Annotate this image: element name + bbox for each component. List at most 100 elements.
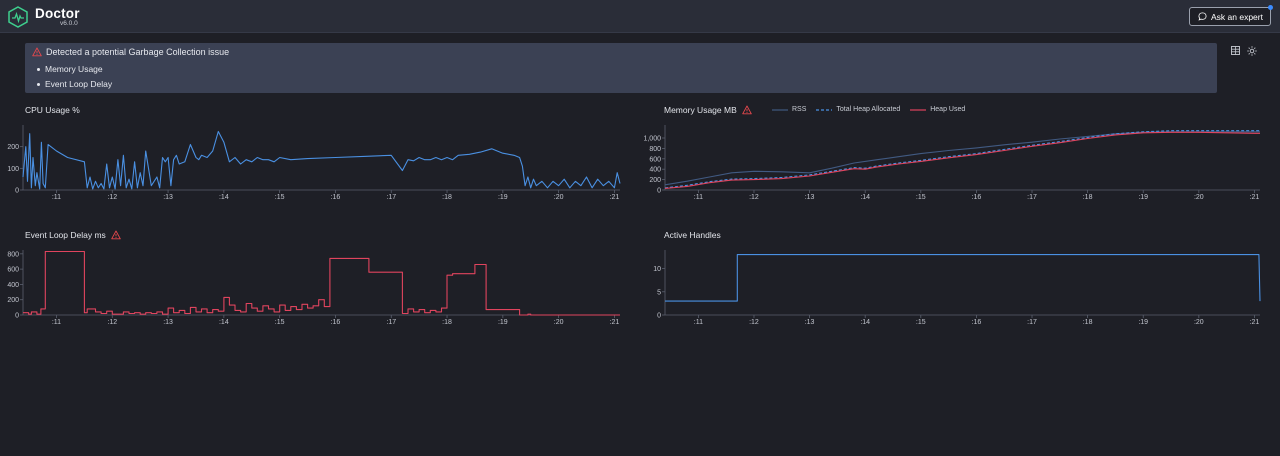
eventloop-x-tick-label: :12 [107, 319, 117, 326]
eventloop-x-tick-label: :16 [331, 319, 341, 326]
cpu-usage-title-text: CPU Usage % [25, 105, 80, 115]
handles-series-0-line [665, 254, 1261, 302]
handles-y-tick-label: 10 [653, 266, 661, 273]
handles-y-tick-label: 0 [657, 313, 661, 320]
handles-x-tick-label: :16 [972, 319, 982, 326]
cpu-x-tick-label: :11 [52, 194, 61, 201]
event-loop-warning-icon[interactable] [111, 230, 121, 240]
eventloop-x-tick-label: :20 [554, 319, 564, 326]
ask-an-expert-label: Ask an expert [1211, 11, 1263, 22]
cpu-y-tick-label: 100 [7, 166, 19, 173]
chat-bubble-icon [1198, 12, 1207, 21]
memory-x-tick-label: :18 [1083, 194, 1093, 201]
memory-usage-chart[interactable]: 0 200 400 600 800 1,000:11:12:13:14:15:16:17:… [640, 118, 1280, 208]
eventloop-y-tick-label: 400 [7, 282, 19, 289]
cpu-x-tick-label: :18 [442, 194, 452, 201]
eventloop-x-tick-label: :15 [275, 319, 285, 326]
handles-x-tick-label: :15 [916, 319, 926, 326]
memory-y-tick-label: 400 [649, 167, 661, 174]
grid-layout-icon[interactable] [1231, 46, 1240, 55]
memory-x-tick-label: :12 [749, 194, 759, 201]
cpu-x-tick-label: :12 [107, 194, 117, 201]
legend-rss-swatch [772, 108, 788, 111]
eventloop-y-tick-label: 600 [7, 267, 19, 274]
cpu-y-tick-label: 200 [7, 144, 19, 151]
memory-legend: RSS Total Heap Allocated Heap Used [772, 106, 975, 113]
top-bar: Doctor v6.0.0 Ask an expert [0, 0, 1280, 33]
eventloop-x-tick-label: :11 [52, 319, 61, 326]
cpu-usage-chart[interactable]: 0 100 200:11:12:13:14:15:16:17:18:19:20:21 [0, 118, 640, 208]
memory-x-tick-label: :16 [972, 194, 982, 201]
alert-header: Detected a potential Garbage Collection … [32, 47, 229, 57]
memory-x-tick-label: :19 [1138, 194, 1148, 201]
alert-item-memory-usage: Memory Usage [37, 62, 112, 77]
theme-toggle-icon[interactable] [1247, 46, 1257, 56]
eventloop-y-tick-label: 200 [7, 297, 19, 304]
handles-x-tick-label: :12 [749, 319, 759, 326]
handles-x-tick-label: :14 [860, 319, 870, 326]
eventloop-x-tick-label: :21 [610, 319, 620, 326]
app-title: Doctor [35, 6, 80, 21]
legend-total-heap-allocated[interactable]: Total Heap Allocated [816, 106, 900, 113]
cpu-x-tick-label: :16 [331, 194, 341, 201]
memory-y-tick-label: 1,000 [643, 136, 661, 143]
legend-rss[interactable]: RSS [772, 106, 806, 113]
eventloop-y-tick-label: 800 [7, 251, 19, 258]
eventloop-x-tick-label: :14 [219, 319, 229, 326]
event-loop-delay-chart[interactable]: 0 200 400 600 800 :11 :12 :13 :14 :15 :16 :17 :18 :19… [0, 243, 640, 333]
handles-x-tick-label: :13 [805, 319, 815, 326]
memory-y-tick-label: 600 [649, 156, 661, 163]
eventloop-x-tick-label: :13 [163, 319, 173, 326]
cpu-x-tick-label: :19 [498, 194, 508, 201]
eventloop-y-tick-label: 0 [15, 313, 19, 320]
legend-total-heap-swatch [816, 108, 833, 111]
cpu-x-tick-label: :13 [163, 194, 173, 201]
handles-x-tick-label: :20 [1194, 319, 1204, 326]
legend-total-heap-label: Total Heap Allocated [836, 106, 901, 113]
active-handles-title: Active Handles [664, 230, 721, 240]
memory-usage-title-text: Memory Usage MB [664, 105, 737, 115]
memory-x-tick-label: :20 [1194, 194, 1204, 201]
event-loop-delay-title-text: Event Loop Delay ms [25, 230, 106, 240]
ask-an-expert-button[interactable]: Ask an expert [1189, 7, 1271, 26]
eventloop-series-0-line [23, 250, 620, 316]
handles-y-tick-label: 5 [657, 289, 661, 296]
alert-title: Detected a potential Garbage Collection … [46, 47, 230, 57]
memory-x-tick-label: :11 [694, 194, 703, 201]
memory-heap-used-line [664, 131, 1260, 189]
doctor-logo-icon [8, 6, 28, 28]
legend-rss-label: RSS [792, 106, 807, 113]
cpu-x-tick-label: :14 [219, 194, 229, 201]
cpu-y-tick-label: 0 [15, 188, 19, 195]
memory-usage-title: Memory Usage MB [664, 105, 752, 115]
alert-list: Memory Usage Event Loop Delay [37, 62, 112, 92]
gc-issue-alert: Detected a potential Garbage Collection … [25, 43, 1217, 93]
active-handles-title-text: Active Handles [664, 230, 721, 240]
cpu-x-tick-label: :21 [610, 194, 620, 201]
handles-x-tick-label: :21 [1250, 319, 1260, 326]
memory-y-tick-label: 800 [649, 146, 661, 153]
active-handles-chart[interactable]: 0 5 10:11:12:13:14:15:16:17:18:19:20:21 [640, 243, 1280, 333]
handles-x-tick-label: :19 [1138, 319, 1148, 326]
legend-heap-used-label: Heap Used [930, 106, 966, 113]
cpu-usage-title: CPU Usage % [25, 105, 80, 115]
memory-rss-line [664, 131, 1260, 186]
memory-x-tick-label: :21 [1250, 194, 1260, 201]
cpu-x-tick-label: :20 [554, 194, 564, 201]
handles-x-tick-label: :18 [1083, 319, 1093, 326]
memory-warning-icon[interactable] [742, 105, 752, 115]
eventloop-x-tick-label: :18 [442, 319, 452, 326]
memory-y-tick-label: 0 [657, 188, 661, 195]
handles-x-tick-label: :11 [694, 319, 703, 326]
cpu-series-0-line [22, 130, 621, 190]
warning-icon [32, 47, 42, 57]
legend-heap-used[interactable]: Heap Used [910, 106, 965, 113]
eventloop-x-tick-label: :19 [498, 319, 508, 326]
cpu-x-tick-label: :15 [275, 194, 285, 201]
memory-x-tick-label: :13 [805, 194, 815, 201]
eventloop-x-tick-label: :17 [386, 319, 396, 326]
memory-x-tick-label: :15 [916, 194, 926, 201]
memory-total-heap-allocated-line [664, 130, 1260, 189]
app-version: v6.0.0 [60, 20, 78, 27]
alert-item-event-loop-delay: Event Loop Delay [37, 77, 112, 92]
